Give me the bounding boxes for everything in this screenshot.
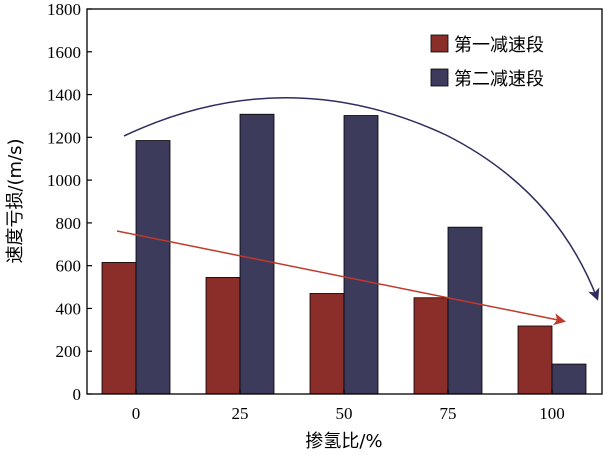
y-tick-label: 600 [56, 257, 82, 276]
bar-series-2-25 [239, 113, 275, 395]
legend-swatch-series-1 [430, 34, 449, 53]
bar-series-2-0 [135, 140, 171, 395]
x-tick-label: 75 [440, 404, 457, 423]
y-axis-title: 速度亏损/(m/s) [5, 138, 26, 263]
y-tick-label: 800 [56, 214, 82, 233]
bar-series-2-100 [551, 363, 587, 395]
x-tick-label: 25 [232, 404, 249, 423]
bars-layer [101, 113, 587, 395]
bar-series-1-50 [309, 293, 345, 395]
bar-series-1-75 [413, 297, 449, 395]
bar-series-2-75 [447, 226, 483, 395]
y-tick-label: 1600 [47, 43, 81, 62]
legend-label-series-2: 第二减速段 [454, 69, 544, 90]
x-tick-label: 100 [539, 404, 565, 423]
x-axis: 0 25 50 75 100 [132, 389, 565, 423]
bar-series-2-50 [343, 115, 379, 395]
y-axis: 0 200 400 600 800 1000 1200 1400 1600 1800 [47, 0, 92, 404]
x-tick-label: 0 [132, 404, 141, 423]
y-tick-label: 1000 [47, 171, 81, 190]
x-axis-title: 掺氢比/% [305, 431, 382, 452]
legend-swatch-series-2 [430, 68, 449, 87]
y-tick-label: 1200 [47, 128, 81, 147]
x-tick-label: 50 [336, 404, 353, 423]
legend: 第一减速段 第二减速段 [430, 34, 544, 90]
bar-series-1-0 [101, 262, 137, 395]
bar-series-1-100 [517, 325, 553, 395]
y-tick-label: 1400 [47, 86, 81, 105]
bar-series-1-25 [205, 277, 241, 395]
y-tick-label: 1800 [47, 0, 81, 19]
y-tick-label: 0 [73, 385, 82, 404]
y-tick-label: 200 [56, 342, 82, 361]
trend-arrow-first-stage [116, 230, 566, 326]
trend-arrow-second-stage [123, 97, 600, 301]
legend-label-series-1: 第一减速段 [454, 35, 544, 56]
y-tick-label: 400 [56, 299, 82, 318]
